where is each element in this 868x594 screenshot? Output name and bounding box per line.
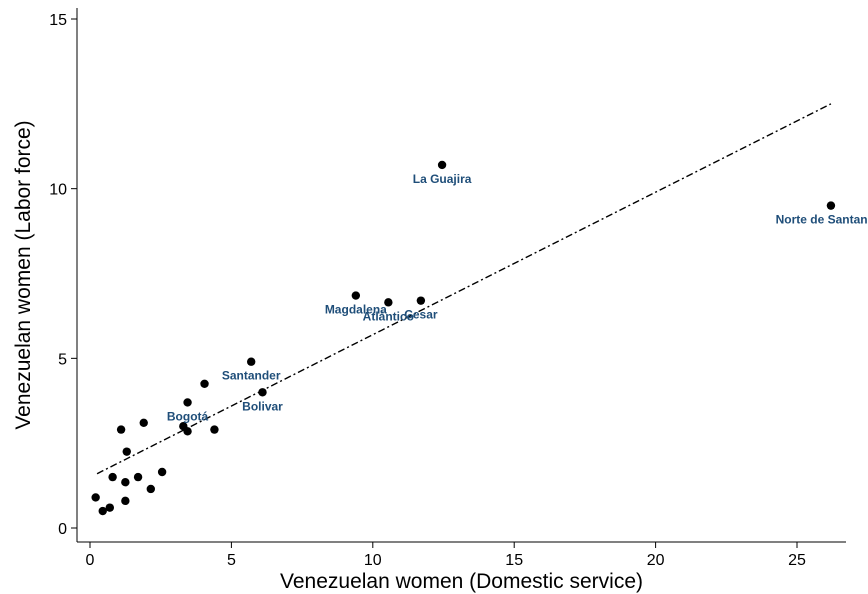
point-label: Santander	[222, 369, 281, 383]
data-point	[416, 296, 426, 305]
point-label: Norte de Santander	[776, 213, 868, 227]
fit-line-layer	[96, 103, 832, 475]
y-tick-label: 10	[49, 182, 67, 199]
y-axis-title: Venezuelan women (Labor force)	[12, 120, 35, 429]
data-point	[146, 484, 156, 494]
data-point	[121, 477, 130, 487]
data-point	[246, 357, 256, 366]
data-point	[437, 160, 447, 170]
data-point	[210, 425, 219, 434]
point-labels-layer: Bogotá Santander Bolivar MagdalenaAtlántico…	[167, 172, 868, 424]
axes: 0 5 10 15 20 25 0 5 10 15	[49, 8, 846, 569]
y-tick-label: 5	[58, 351, 67, 368]
point-label: Cesar	[404, 308, 438, 322]
data-point	[351, 291, 361, 300]
data-point	[157, 467, 167, 477]
data-point	[133, 472, 143, 482]
data-point	[384, 298, 393, 307]
y-tick-label: 15	[49, 12, 67, 29]
x-tick-label: 0	[86, 552, 95, 569]
data-point	[826, 201, 836, 210]
data-point	[200, 379, 209, 388]
y-tick-label: 0	[58, 521, 67, 538]
point-label: Magdalena	[325, 303, 387, 317]
point-label: La Guajira	[413, 172, 472, 186]
x-tick-label: 5	[227, 552, 236, 569]
point-label: Bogotá	[167, 409, 209, 423]
x-tick-label: 20	[647, 552, 665, 569]
data-point	[91, 493, 100, 502]
x-axis-title: Venezuelan women (Domestic service)	[280, 570, 643, 593]
point-label: Bolivar	[242, 399, 283, 413]
data-point	[116, 425, 126, 434]
x-tick-label: 10	[364, 552, 382, 569]
point-label: Atlántico	[363, 309, 414, 323]
x-tick-label: 25	[788, 552, 806, 569]
data-point	[105, 503, 114, 512]
data-point	[183, 427, 192, 436]
data-point	[122, 447, 131, 456]
data-point	[121, 496, 130, 506]
data-point	[139, 418, 148, 428]
data-point	[108, 472, 117, 482]
data-point	[98, 506, 107, 516]
points-layer	[91, 160, 836, 516]
x-tick-label: 15	[505, 552, 523, 569]
fit-line	[96, 103, 832, 475]
data-point	[183, 398, 192, 407]
data-point	[258, 388, 267, 397]
